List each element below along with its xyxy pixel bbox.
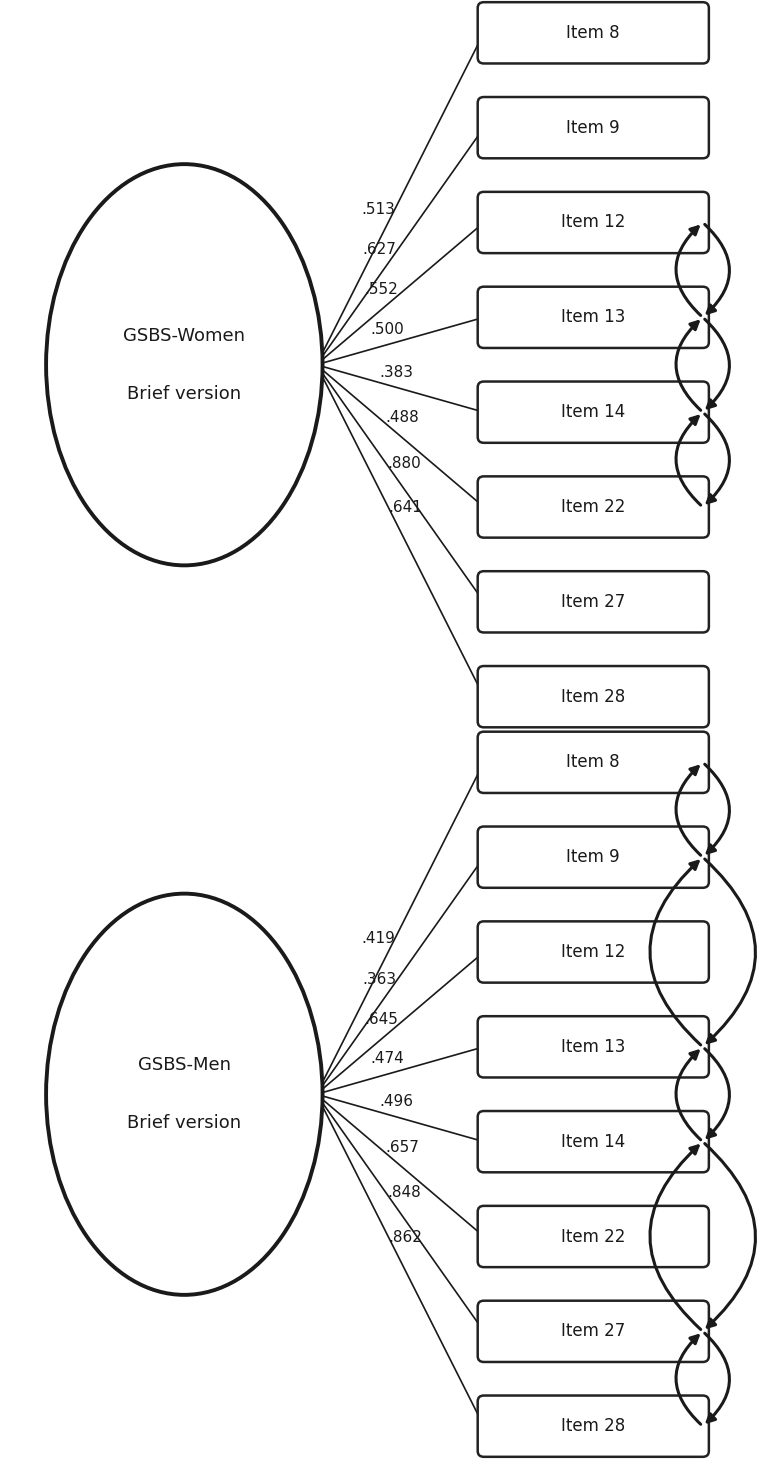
Text: .513: .513 (361, 201, 395, 216)
FancyArrowPatch shape (650, 861, 700, 1045)
Text: Item 27: Item 27 (561, 1322, 625, 1341)
Text: .474: .474 (370, 1052, 404, 1067)
FancyBboxPatch shape (478, 922, 709, 983)
FancyBboxPatch shape (478, 191, 709, 254)
Text: .641: .641 (389, 500, 422, 515)
Text: .848: .848 (388, 1185, 422, 1201)
Text: Item 28: Item 28 (561, 687, 625, 706)
FancyBboxPatch shape (478, 476, 709, 538)
Text: Item 9: Item 9 (567, 848, 620, 867)
FancyArrowPatch shape (676, 766, 700, 855)
FancyArrowPatch shape (705, 414, 730, 503)
Text: .419: .419 (361, 931, 395, 945)
Text: Item 14: Item 14 (561, 1132, 625, 1151)
Text: .363: .363 (362, 972, 396, 986)
Text: Item 8: Item 8 (567, 753, 620, 772)
Text: .488: .488 (385, 410, 419, 426)
FancyArrowPatch shape (676, 1050, 700, 1139)
FancyBboxPatch shape (478, 381, 709, 444)
FancyArrowPatch shape (705, 765, 730, 854)
FancyBboxPatch shape (478, 1015, 709, 1077)
Ellipse shape (46, 893, 323, 1296)
FancyBboxPatch shape (478, 286, 709, 347)
Text: .500: .500 (370, 322, 404, 337)
Text: Item 13: Item 13 (561, 308, 625, 327)
FancyArrowPatch shape (676, 321, 700, 410)
FancyBboxPatch shape (478, 826, 709, 887)
Text: .862: .862 (389, 1230, 422, 1245)
FancyBboxPatch shape (478, 96, 709, 158)
FancyArrowPatch shape (705, 1334, 730, 1423)
Text: GSBS-Men

Brief version: GSBS-Men Brief version (127, 1056, 241, 1132)
FancyBboxPatch shape (478, 1205, 709, 1266)
Text: Item 22: Item 22 (561, 1227, 625, 1246)
Text: .552: .552 (365, 283, 399, 298)
Text: Item 14: Item 14 (561, 403, 625, 422)
Text: Item 28: Item 28 (561, 1417, 625, 1436)
Text: Item 22: Item 22 (561, 498, 625, 516)
FancyArrowPatch shape (676, 1335, 700, 1424)
FancyBboxPatch shape (478, 665, 709, 727)
Text: Item 12: Item 12 (561, 943, 625, 961)
FancyArrowPatch shape (650, 1145, 700, 1329)
FancyArrowPatch shape (705, 1049, 730, 1138)
FancyArrowPatch shape (705, 320, 730, 409)
FancyBboxPatch shape (478, 1301, 709, 1363)
FancyArrowPatch shape (705, 1144, 756, 1328)
Text: Item 13: Item 13 (561, 1037, 625, 1056)
Text: Item 9: Item 9 (567, 118, 620, 137)
FancyBboxPatch shape (478, 731, 709, 792)
Text: .627: .627 (362, 242, 396, 257)
FancyArrowPatch shape (705, 225, 730, 314)
FancyBboxPatch shape (478, 1395, 709, 1456)
Text: .645: .645 (365, 1013, 399, 1027)
Text: .880: .880 (388, 455, 422, 471)
Text: Item 8: Item 8 (567, 23, 620, 42)
Text: GSBS-Women

Brief version: GSBS-Women Brief version (124, 327, 245, 403)
Ellipse shape (46, 163, 323, 565)
Text: Item 27: Item 27 (561, 592, 625, 611)
Text: .383: .383 (379, 365, 413, 379)
FancyArrowPatch shape (676, 416, 700, 505)
FancyArrowPatch shape (705, 859, 756, 1043)
FancyBboxPatch shape (478, 1112, 709, 1173)
FancyBboxPatch shape (478, 570, 709, 633)
Text: .496: .496 (379, 1094, 413, 1109)
FancyBboxPatch shape (478, 1, 709, 63)
Text: Item 12: Item 12 (561, 213, 625, 232)
FancyArrowPatch shape (676, 226, 700, 315)
Text: .657: .657 (385, 1139, 419, 1156)
